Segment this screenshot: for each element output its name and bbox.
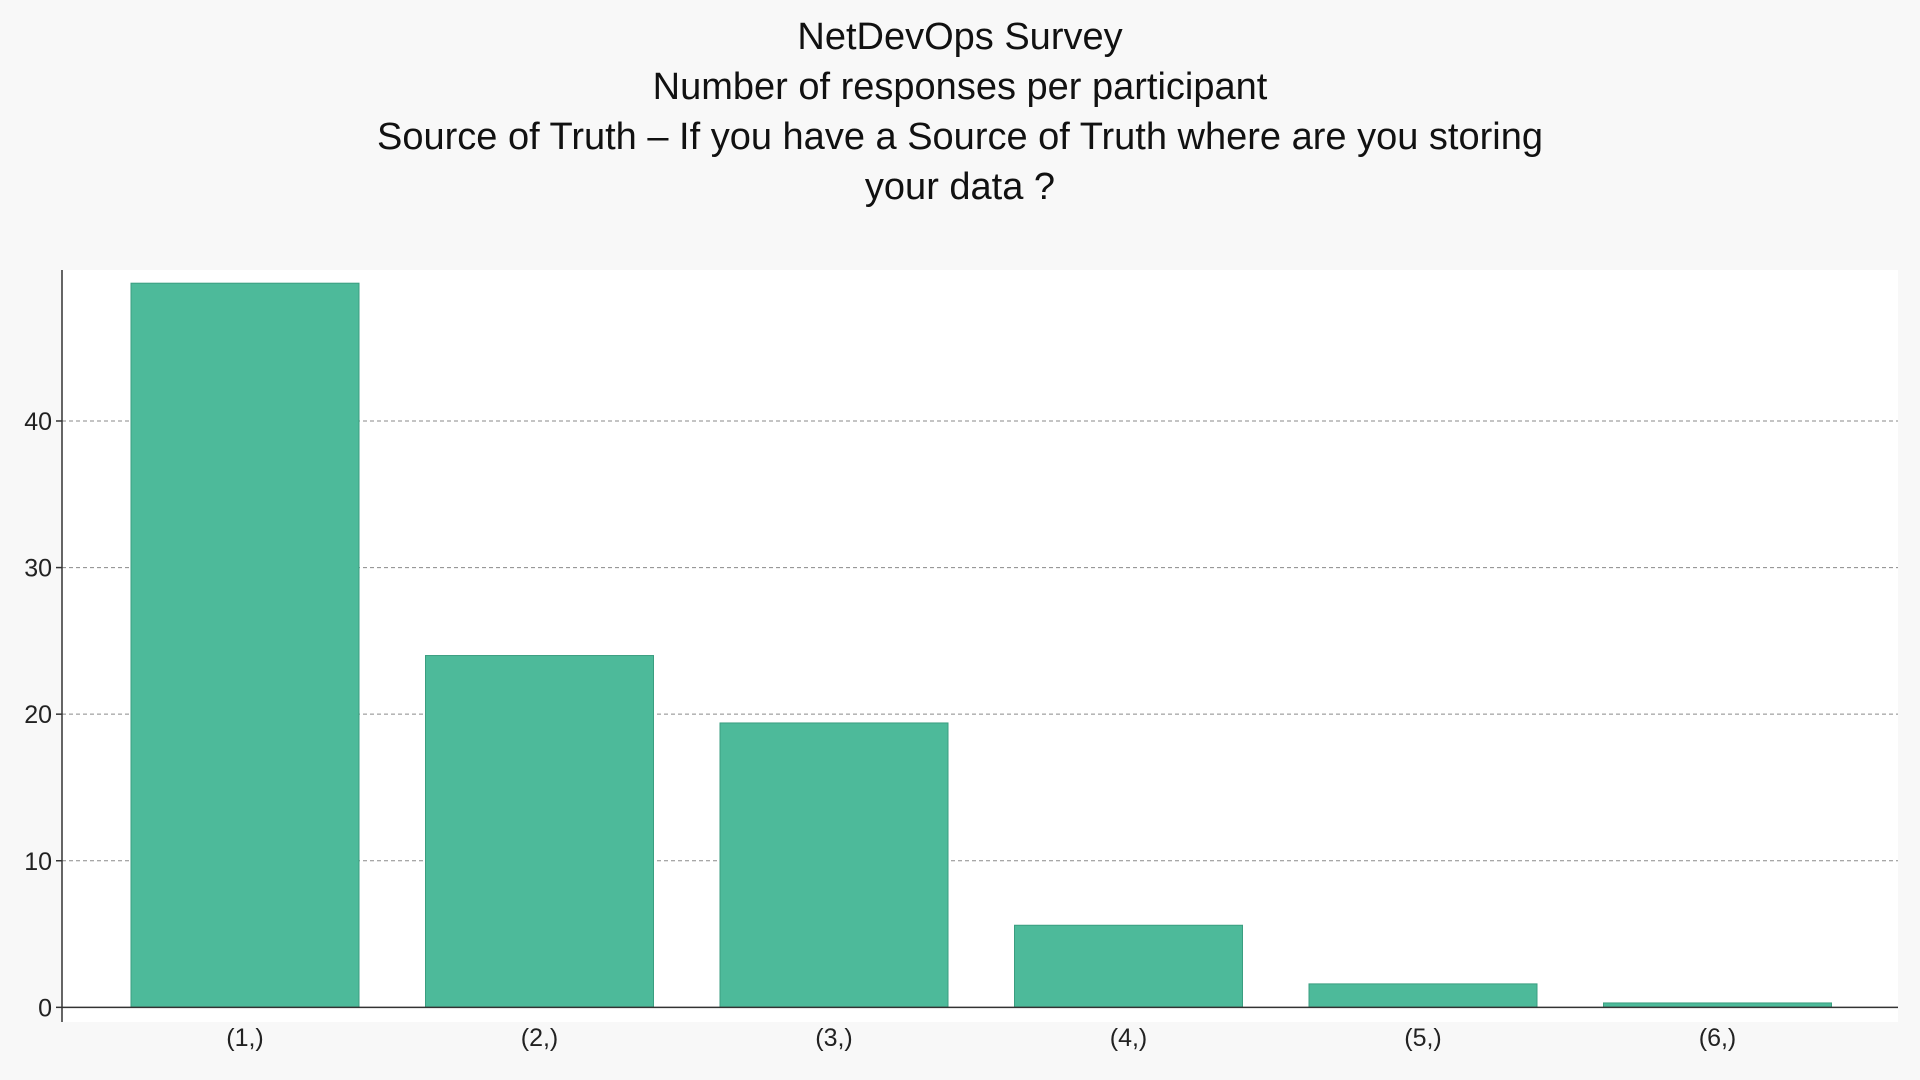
chart-question-line-2: your data ?	[864, 166, 1056, 208]
y-tick-label: 10	[24, 848, 52, 876]
x-tick-label: (5,)	[1404, 1024, 1442, 1052]
bar	[719, 722, 949, 1008]
bar	[425, 655, 654, 1008]
bar	[1308, 983, 1538, 1008]
x-tick-label: (2,)	[521, 1024, 559, 1052]
x-tick-label: (6,)	[1699, 1024, 1737, 1052]
chart-title: NetDevOps Survey	[797, 16, 1123, 58]
y-tick-label: 0	[38, 994, 52, 1022]
plot-area	[62, 270, 1898, 1022]
y-tick-label: 40	[24, 408, 52, 436]
chart-question-line-1: Source of Truth – If you have a Source o…	[377, 116, 1543, 158]
axis-layer	[61, 270, 1898, 1022]
x-tick-label: (4,)	[1110, 1024, 1148, 1052]
grid-layer	[62, 420, 1898, 862]
chart-title-block: NetDevOps Survey Number of responses per…	[0, 12, 1920, 212]
chart-subtitle: Number of responses per participant	[652, 66, 1268, 108]
x-tick-label: (3,)	[815, 1024, 853, 1052]
x-tick-label: (1,)	[226, 1024, 264, 1052]
bar	[1014, 924, 1243, 1008]
x-tick-labels: (1,) (2,) (3,) (4,) (5,) (6,)	[226, 1024, 1736, 1052]
y-tick-label: 20	[24, 701, 52, 729]
y-tick-label: 30	[24, 555, 52, 583]
y-tick-labels: 0 10 20 30 40	[24, 408, 62, 1022]
bar	[130, 282, 360, 1008]
bar-layer	[130, 282, 1832, 1008]
